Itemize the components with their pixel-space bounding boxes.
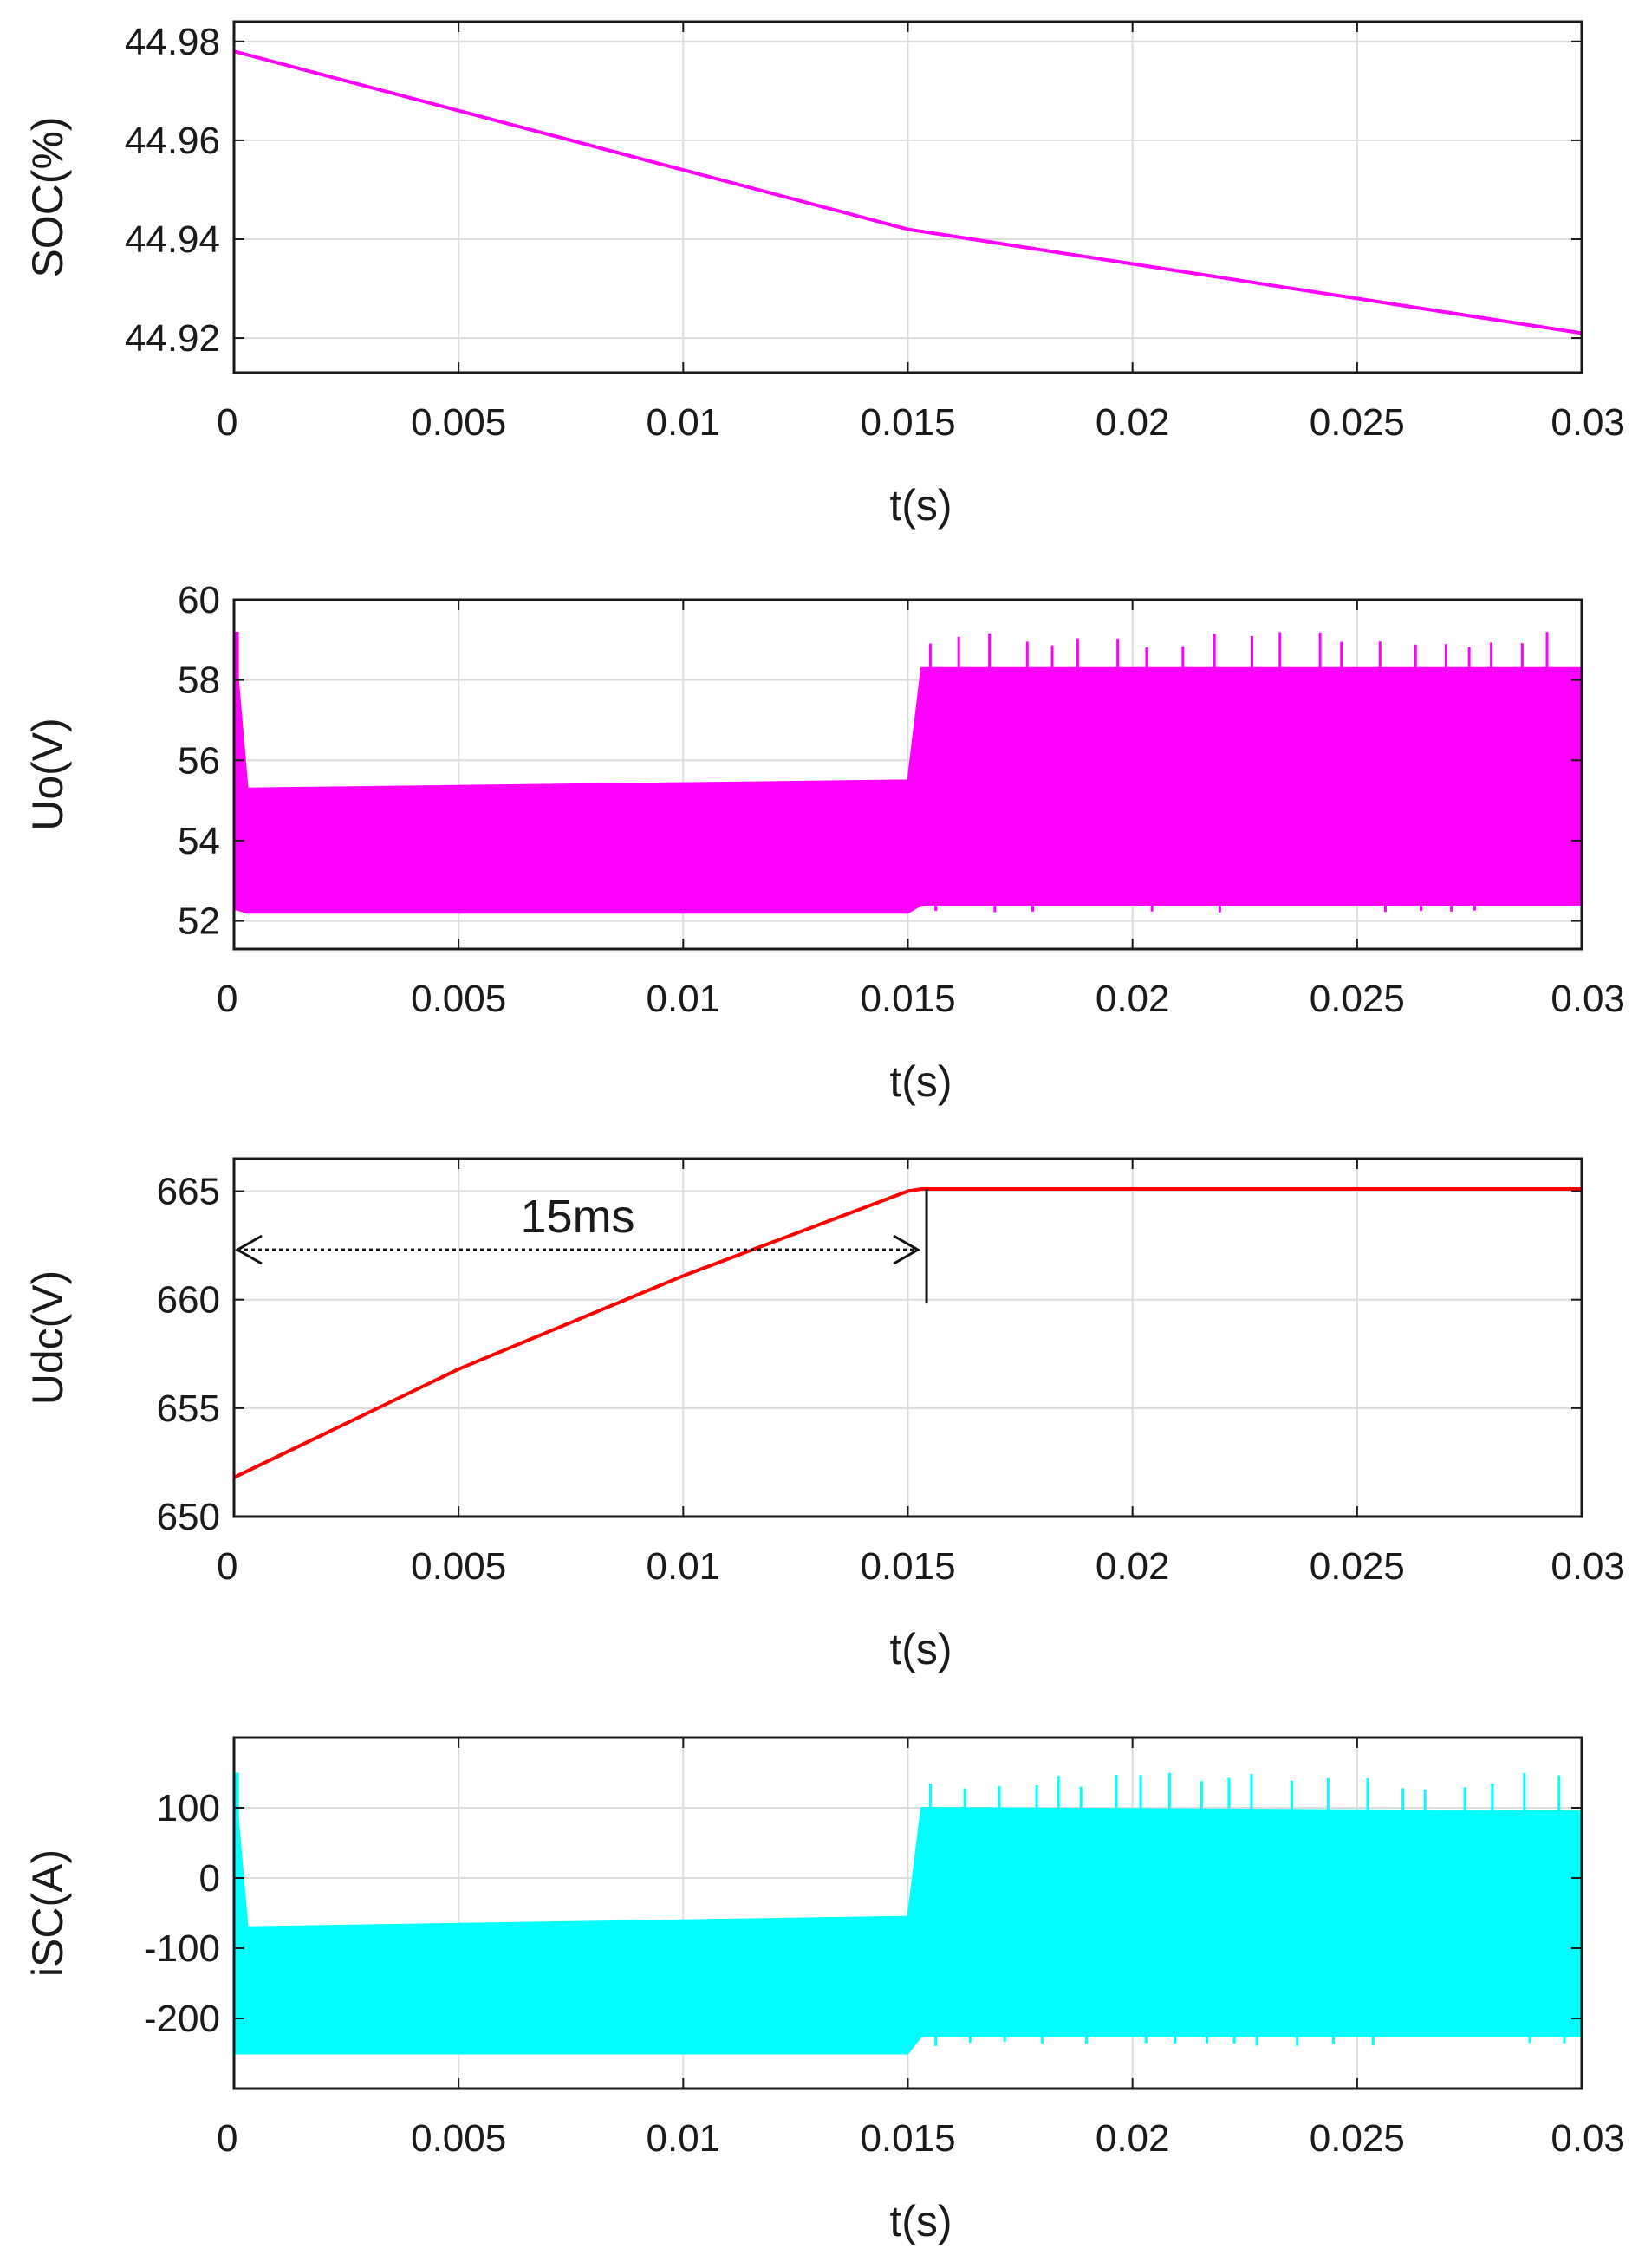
x-tick-label: 0.025	[1310, 1545, 1405, 1588]
y-tick-label: 44.94	[125, 218, 220, 261]
x-tick-label: 0.025	[1310, 401, 1405, 444]
y-tick-label: 52	[178, 900, 220, 943]
annotation-arrowhead-left	[234, 1234, 263, 1265]
y-axis-label: SOC(%)	[23, 116, 72, 277]
x-tick-label: 0	[217, 1545, 237, 1588]
y-tick-label: 0	[199, 1857, 220, 1900]
y-axis-label: Udc(V)	[23, 1270, 72, 1406]
x-tick-label: 0.015	[860, 1545, 955, 1588]
x-tick-label: 0.03	[1551, 978, 1625, 1020]
x-tick-label: 0.005	[411, 1545, 506, 1588]
x-axis-label: t(s)	[889, 1057, 952, 1106]
chart-panel-1: 0 0.005 0.01 0.015 0.02 0.025 0.03 44.92 44.94 44…	[23, 20, 1625, 530]
y-tick-label: 60	[178, 579, 220, 621]
series-line	[234, 1187, 1582, 1479]
x-tick-label: 0	[217, 2117, 237, 2160]
series-envelope	[234, 632, 1582, 914]
x-tick-label: 0.005	[411, 978, 506, 1020]
x-tick-label: 0.03	[1551, 401, 1625, 444]
x-tick-label: 0	[217, 978, 237, 1020]
y-axis-label: iSC(A)	[23, 1849, 72, 1977]
x-tick-label: 0.01	[647, 978, 721, 1020]
x-tick-label: 0.02	[1096, 1545, 1170, 1588]
x-tick-label: 0	[217, 401, 237, 444]
x-tick-label: 0.025	[1310, 978, 1405, 1020]
chart-panel-2: 0 0.005 0.01 0.015 0.02 0.025 0.03 52 54 56 58 60 t(…	[23, 579, 1625, 1106]
x-tick-label: 0.015	[860, 978, 955, 1020]
x-axis-label: t(s)	[889, 1625, 952, 1673]
y-tick-label: 44.98	[125, 21, 220, 63]
annotation-arrowhead-right	[893, 1234, 921, 1265]
x-tick-label: 0.015	[860, 2117, 955, 2160]
y-tick-label: -200	[144, 1998, 220, 2040]
x-axis-label: t(s)	[889, 2197, 952, 2245]
y-tick-label: 100	[157, 1787, 220, 1829]
y-tick-label: 650	[157, 1496, 220, 1538]
annotation-label: 15ms	[521, 1191, 635, 1243]
x-tick-label: 0.01	[647, 401, 721, 444]
y-axis-label: Uo(V)	[23, 718, 72, 831]
x-axis-label: t(s)	[889, 481, 952, 530]
x-tick-label: 0.02	[1096, 401, 1170, 444]
x-tick-label: 0.01	[647, 2117, 721, 2160]
x-tick-label: 0.03	[1551, 2117, 1625, 2160]
series-line	[234, 49, 1582, 335]
x-tick-label: 0.005	[411, 2117, 506, 2160]
y-tick-label: 44.92	[125, 317, 220, 360]
y-tick-label: 54	[178, 820, 220, 862]
chart-panel-3: 15ms 0 0.005 0.01 0.015 0.02 0.025 0.03 650 655 66…	[23, 1157, 1625, 1673]
y-tick-label: 56	[178, 739, 220, 782]
y-tick-label: 660	[157, 1279, 220, 1322]
y-tick-label: 665	[157, 1171, 220, 1213]
x-tick-label: 0.02	[1096, 2117, 1170, 2160]
x-tick-label: 0.025	[1310, 2117, 1405, 2160]
series-envelope	[234, 1772, 1582, 2055]
chart-panel-4: 0 0.005 0.01 0.015 0.02 0.025 0.03 -200 -100 0 100…	[23, 1736, 1625, 2245]
x-tick-label: 0.015	[860, 401, 955, 444]
x-tick-label: 0.02	[1096, 978, 1170, 1020]
y-tick-label: 58	[178, 660, 220, 702]
x-tick-label: 0.01	[647, 1545, 721, 1588]
y-tick-label: 44.96	[125, 120, 220, 162]
y-tick-label: 655	[157, 1387, 220, 1430]
x-tick-label: 0.005	[411, 401, 506, 444]
x-tick-label: 0.03	[1551, 1545, 1625, 1588]
y-tick-label: -100	[144, 1927, 220, 1970]
series-spikes	[928, 632, 1549, 913]
series-spikes	[928, 1772, 1566, 2046]
